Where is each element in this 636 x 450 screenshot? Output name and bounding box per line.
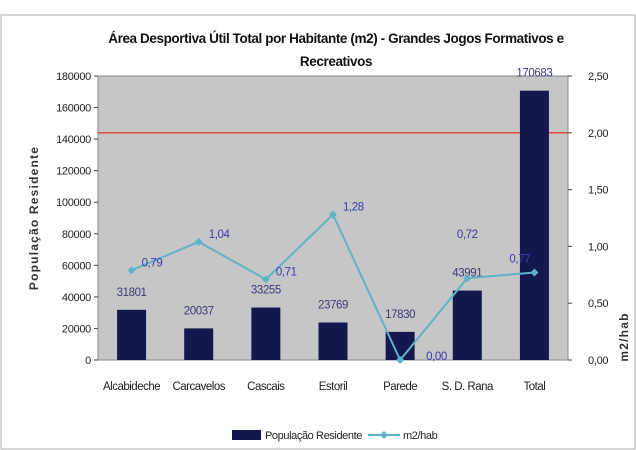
x-category-label: S. D. Rana: [442, 381, 494, 393]
x-category-label: Estoril: [319, 381, 347, 393]
line-point: [463, 274, 472, 283]
legend-swatch-population: [232, 430, 261, 440]
line-data-label: 0,72: [457, 229, 478, 241]
line-point: [530, 268, 539, 277]
y-tick-label: 60000: [62, 260, 91, 272]
y-tick-label: 20000: [62, 323, 91, 335]
x-category-label: Cascais: [247, 381, 285, 393]
right-axis: 0,00 0,50 1,00 1,50 2,00 2,50: [568, 71, 609, 367]
bar: [385, 331, 415, 360]
bar-data-label: 17830: [385, 309, 415, 321]
x-category-label: Parede: [383, 381, 417, 393]
bar-data-label: 170683: [516, 68, 552, 80]
line-data-label: 0,77: [509, 254, 530, 266]
legend-label-m2hab: m2/hab: [403, 430, 438, 442]
y-tick-label: 120000: [56, 166, 91, 178]
y-tick-label: 80000: [62, 229, 91, 241]
x-category-label: Total: [524, 381, 546, 393]
y-tick-label: 160000: [56, 103, 91, 115]
line-point: [396, 356, 405, 364]
y2-tick-label: 0,00: [588, 355, 608, 367]
bar-data-label: 33255: [251, 285, 281, 297]
y-tick-label: 140000: [56, 134, 91, 146]
x-category-label: Carcavelos: [172, 381, 225, 393]
bar: [251, 307, 281, 360]
category-labels: Alcabideche Carcavelos Cascais Estoril Pared…: [103, 381, 546, 393]
y-tick-label: 0: [85, 355, 91, 367]
line-data-label: 0,79: [142, 257, 163, 269]
y2-tick-label: 1,00: [588, 241, 608, 253]
line-series-layer: 0,79 1,04 0,71 1,28 0,00 0,72 0,77: [127, 202, 539, 364]
y-tick-label: 100000: [56, 197, 91, 209]
chart-title-line-2: Recreativos: [300, 54, 372, 69]
bar-data-label: 20037: [184, 305, 214, 317]
bar: [452, 290, 482, 360]
bar-data-label: 23769: [318, 299, 348, 311]
y2-tick-label: 2,00: [588, 128, 608, 140]
line-data-label: 1,04: [209, 229, 231, 241]
y2-tick-label: 1,50: [588, 185, 608, 197]
line-data-label: 0,00: [426, 351, 447, 363]
chart-title: Área Desportiva Útil Total por Habitante…: [108, 31, 564, 46]
y-axis-title: População Residente: [27, 146, 41, 290]
y-tick-label: 40000: [62, 292, 91, 304]
y2-tick-label: 2,50: [588, 71, 608, 83]
bar: [519, 90, 549, 360]
bar: [184, 328, 214, 360]
bar: [318, 322, 348, 360]
y2-axis-title: m2/hab: [617, 312, 631, 361]
line-data-label: 1,28: [343, 202, 364, 214]
line-point: [127, 266, 136, 275]
bar-data-label: 31801: [117, 287, 147, 299]
legend-label-population: População Residente: [265, 430, 362, 442]
line-point: [261, 275, 270, 284]
y2-tick-label: 0,50: [588, 298, 608, 310]
line-point: [329, 210, 337, 219]
line-point: [194, 237, 203, 246]
legend-marker-m2hab: [380, 431, 388, 439]
left-axis: 0 20000 40000 60000 80000 100000 120000 140000 1…: [56, 71, 98, 367]
line-data-label: 0,71: [276, 266, 297, 278]
x-category-label: Alcabideche: [103, 381, 160, 393]
legend: População Residente m2/hab: [232, 430, 438, 442]
y-tick-label: 180000: [56, 71, 91, 83]
bar: [117, 309, 147, 360]
